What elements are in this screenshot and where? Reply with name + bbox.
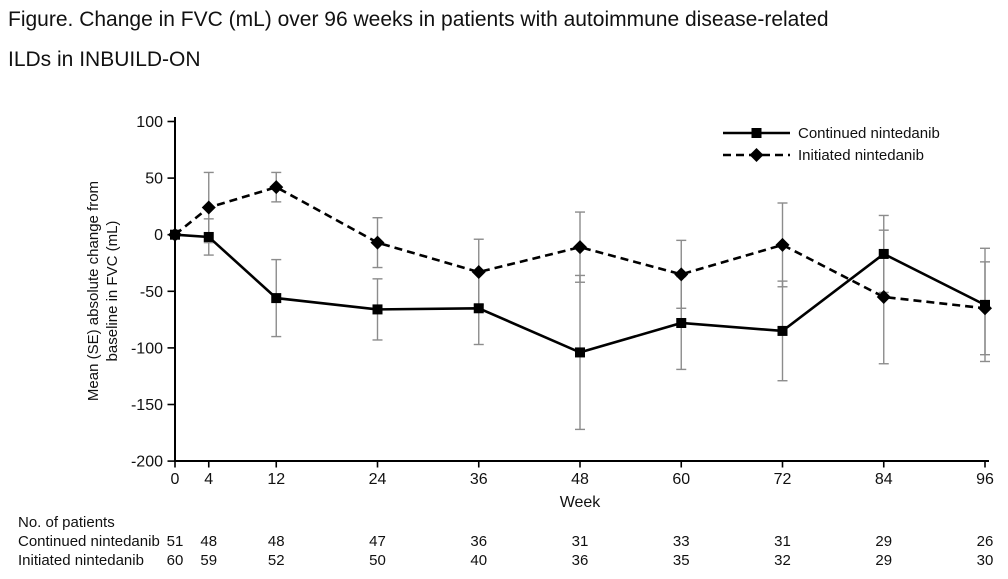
marker-square xyxy=(473,303,484,314)
legend-marker-diamond xyxy=(749,148,764,162)
legend-marker-square xyxy=(751,128,762,138)
marker-diamond xyxy=(471,265,486,280)
y-axis-title-line2: baseline in FVC (mL) xyxy=(104,221,121,362)
x-axis-tick-label: 12 xyxy=(267,471,285,488)
patients-count: 59 xyxy=(200,552,218,569)
patients-count: 29 xyxy=(875,552,893,569)
patients-count: 31 xyxy=(774,533,791,550)
marker-square xyxy=(372,304,383,315)
marker-square xyxy=(575,347,585,358)
x-axis-tick-label: 84 xyxy=(875,471,893,488)
patients-row-label: Initiated nintedanib xyxy=(18,552,144,569)
marker-diamond xyxy=(269,180,284,195)
x-axis-tick-label: 4 xyxy=(204,471,213,488)
y-axis-tick-label: 100 xyxy=(136,114,163,131)
figure-title-line2: ILDs in INBUILD-ON xyxy=(8,48,201,71)
patients-count: 50 xyxy=(369,552,386,569)
marker-diamond xyxy=(370,235,385,250)
marker-square xyxy=(777,325,788,336)
patients-count: 52 xyxy=(267,552,285,569)
patients-count: 35 xyxy=(672,552,690,569)
patients-count: 36 xyxy=(571,552,589,569)
patients-count: 36 xyxy=(470,533,488,550)
x-axis-title: Week xyxy=(560,494,602,511)
x-axis-tick-label: 24 xyxy=(369,471,387,488)
patients-count: 31 xyxy=(571,533,589,550)
patients-count: 33 xyxy=(672,533,690,550)
series-line-continued xyxy=(174,233,986,354)
marker-diamond xyxy=(978,301,992,316)
y-axis-title-line1: Mean (SE) absolute change from xyxy=(85,181,102,401)
marker-square xyxy=(203,231,214,242)
patients-count: 26 xyxy=(976,533,994,550)
y-axis-tick-label: 0 xyxy=(154,227,163,244)
x-axis-tick-label: 96 xyxy=(976,471,994,488)
series-line-initiated xyxy=(174,185,986,310)
patients-count: 32 xyxy=(774,552,791,569)
x-axis-tick-label: 60 xyxy=(672,471,690,488)
patients-count: 48 xyxy=(200,533,218,550)
x-axis-tick-label: 72 xyxy=(774,471,792,488)
legend-label: Continued nintedanib xyxy=(798,125,940,142)
y-axis-tick-label: -150 xyxy=(131,397,163,414)
patients-count: 30 xyxy=(976,552,994,569)
fvc-change-chart: 100 50 0 -50 -100 -150 -200 0 4 12 24 36 48 60 72 84 96 W… xyxy=(85,114,994,511)
legend-label: Initiated nintedanib xyxy=(798,147,924,164)
marker-diamond xyxy=(573,240,587,255)
marker-diamond xyxy=(876,289,891,304)
patients-table-row-continued: Continued nintedanib 51 48 48 47 36 31 33 31 29 2… xyxy=(0,533,1008,552)
patients-table-row-initiated: Initiated nintedanib 60 59 52 50 40 36 35 32 29 3… xyxy=(0,552,1008,571)
patients-count: 40 xyxy=(470,552,488,569)
patients-count: 47 xyxy=(369,533,386,550)
marker-square xyxy=(878,248,889,259)
patients-count: 51 xyxy=(166,533,184,550)
figure-title-line1: Figure. Change in FVC (mL) over 96 weeks… xyxy=(8,8,829,31)
marker-diamond xyxy=(674,267,689,282)
x-axis-tick-label: 48 xyxy=(571,471,589,488)
x-axis-tick-label: 36 xyxy=(470,471,488,488)
x-axis-tick-label: 0 xyxy=(171,471,180,488)
marker-diamond xyxy=(775,237,790,252)
patients-row-label: Continued nintedanib xyxy=(18,533,160,550)
patients-count: 48 xyxy=(267,533,285,550)
y-axis-tick-label: 50 xyxy=(145,171,163,188)
y-axis-tick-label: -200 xyxy=(131,454,163,471)
marker-diamond xyxy=(168,227,182,242)
marker-square xyxy=(271,293,282,304)
patients-count: 29 xyxy=(875,533,893,550)
patients-table-header: No. of patients xyxy=(18,514,115,531)
patients-count: 60 xyxy=(166,552,184,569)
y-axis-tick-label: -100 xyxy=(131,340,163,357)
marker-diamond xyxy=(201,200,216,215)
marker-square xyxy=(676,317,687,328)
y-axis-tick-label: -50 xyxy=(140,284,163,301)
